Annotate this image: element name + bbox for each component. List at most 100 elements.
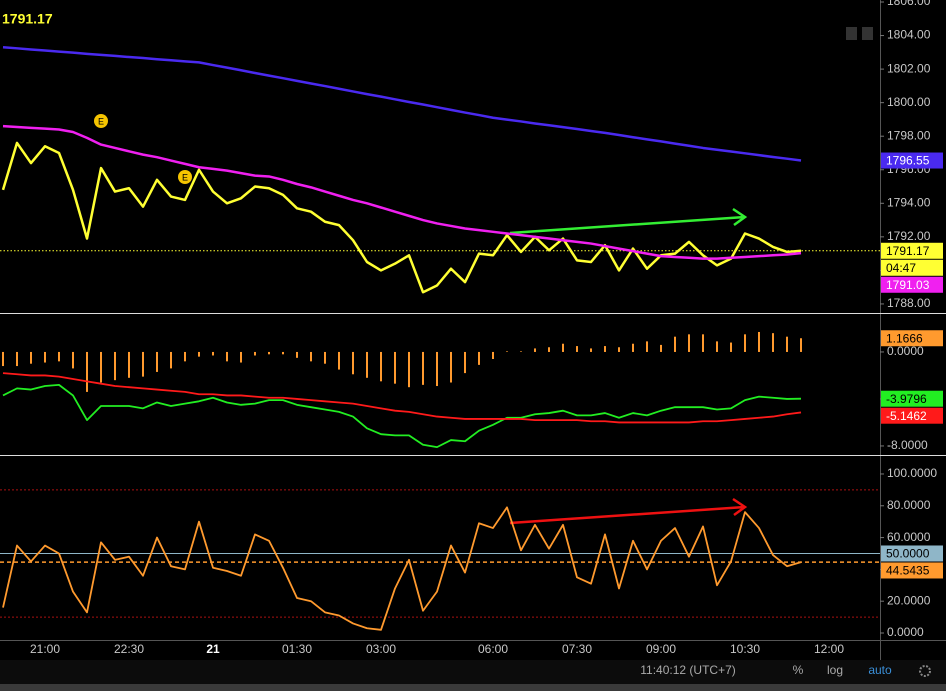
event-marker: [94, 114, 108, 128]
histogram-bar: [44, 351, 46, 363]
series-line: [2, 506, 802, 631]
histogram-bar: [744, 334, 746, 352]
x-tick-label: 01:30: [282, 642, 312, 656]
histogram-bar: [142, 351, 144, 377]
histogram-bar: [576, 346, 578, 352]
histogram-bar: [366, 351, 368, 378]
y-tick-label: 60.0000: [887, 530, 931, 544]
last-value-label-box: [881, 390, 943, 407]
countdown-label-box: [881, 259, 943, 276]
histogram-bar: [604, 346, 606, 352]
histogram-bar: [492, 351, 494, 360]
histogram-bar: [30, 351, 32, 364]
last-value-label-box: [881, 242, 943, 259]
histogram-bar: [408, 351, 410, 388]
annotation-arrow: [509, 207, 748, 235]
x-tick-label: 09:00: [646, 642, 676, 656]
histogram-bar: [520, 351, 522, 352]
x-tick-label: 06:00: [478, 642, 508, 656]
histogram-bar: [114, 351, 116, 381]
x-tick-label: 12:00: [814, 642, 844, 656]
series-line: [2, 124, 802, 260]
last-value-label: 44.5435: [886, 564, 930, 578]
histogram-bar: [58, 351, 60, 362]
y-tick-label: 1788.00: [887, 296, 931, 310]
histogram-bar: [534, 348, 536, 352]
histogram-bar: [436, 351, 438, 387]
level-label-box: [881, 545, 943, 562]
y-tick-label: 80.0000: [887, 498, 931, 512]
last-price: 1791.17: [2, 11, 53, 27]
histogram-bar: [198, 351, 200, 357]
clock: 11:40:12 (UTC+7): [640, 663, 736, 677]
histogram-bar: [702, 334, 704, 352]
y-tick-label: -8.0000: [887, 438, 928, 452]
x-tick-label: 07:30: [562, 642, 592, 656]
event-label: E: [98, 116, 104, 126]
scroll-strip: [0, 684, 946, 691]
histogram-bar: [632, 343, 634, 352]
histogram-bar: [268, 351, 270, 355]
annotation-arrow: [509, 497, 748, 525]
histogram-bar: [646, 341, 648, 352]
histogram-bar: [394, 351, 396, 384]
y-tick-label: 1798.00: [887, 128, 931, 142]
countdown-label: 04:47: [886, 261, 916, 275]
event-label: E: [182, 172, 188, 182]
icon[interactable]: [862, 27, 873, 40]
y-tick-label: 20.0000: [887, 593, 931, 607]
histogram-bar: [562, 343, 564, 352]
histogram-bar: [212, 351, 214, 356]
histogram-bar: [100, 351, 102, 383]
y-tick-label: 1802.00: [887, 61, 931, 75]
last-value-label: 1791.03: [886, 278, 930, 292]
histogram-bar: [464, 351, 466, 374]
auto-button[interactable]: auto: [868, 663, 892, 677]
histogram-bar: [184, 351, 186, 362]
histogram-bar: [716, 341, 718, 352]
histogram-bar: [478, 351, 480, 365]
histogram-bar: [422, 351, 424, 385]
last-value-label: 1791.17: [886, 244, 930, 258]
histogram-bar: [128, 351, 130, 378]
y-tick-label: 100.0000: [887, 466, 937, 480]
series-line: [2, 372, 802, 424]
histogram-bar: [590, 348, 592, 352]
histogram-bar: [786, 336, 788, 352]
histogram-bar: [800, 338, 802, 352]
histogram-bar: [254, 351, 256, 356]
y-tick-label: 1804.00: [887, 28, 931, 42]
y-tick-label: 0.0000: [887, 625, 924, 639]
histogram-bar: [730, 342, 732, 352]
histogram-bar: [296, 351, 298, 358]
log-button[interactable]: log: [827, 663, 843, 677]
histogram-bar: [618, 347, 620, 352]
histogram-bar: [338, 351, 340, 370]
histogram-bar: [352, 351, 354, 375]
percent-button[interactable]: %: [793, 663, 804, 677]
y-tick-label: 1800.00: [887, 95, 931, 109]
last-value-label: -3.9796: [886, 392, 927, 406]
histogram-bar: [506, 351, 508, 352]
histogram-bar: [2, 351, 4, 367]
series-line: [1, 141, 802, 294]
last-value-label: 1796.55: [886, 154, 930, 168]
histogram-bar: [660, 344, 662, 352]
icon[interactable]: [846, 27, 857, 40]
last-value-label-box: [881, 330, 943, 347]
last-value-label-box: [881, 276, 943, 293]
x-tick-label: 21: [206, 642, 220, 656]
y-tick-label: 0.0000: [887, 344, 924, 358]
settings-button[interactable]: [919, 665, 931, 677]
x-tick-label: 22:30: [114, 642, 144, 656]
histogram-bar: [310, 351, 312, 362]
histogram-bar: [772, 333, 774, 352]
y-tick-label: 1806.00: [887, 0, 931, 8]
histogram-bar: [688, 334, 690, 352]
last-value-label-box: [881, 407, 943, 424]
y-tick-label: 1792.00: [887, 229, 931, 243]
x-tick-label: 03:00: [366, 642, 396, 656]
histogram-bar: [282, 351, 284, 355]
last-value-label: 1.1666: [886, 331, 923, 345]
